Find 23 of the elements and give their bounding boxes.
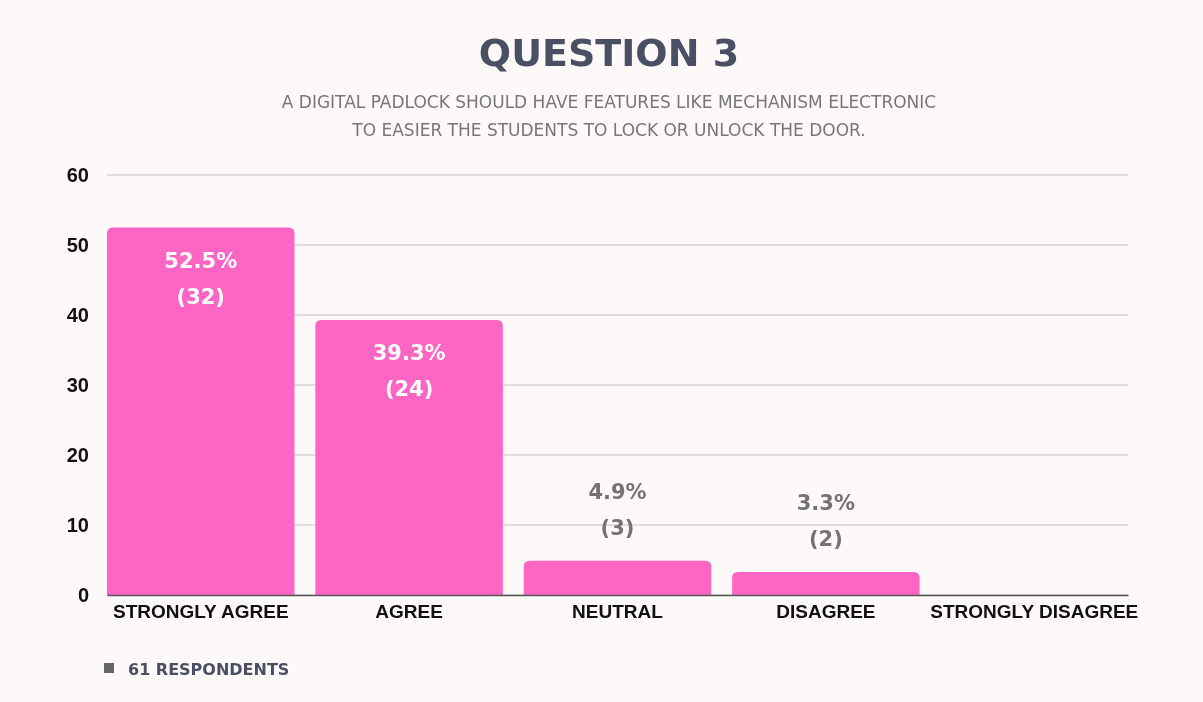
data-label: 52.5% (32) <box>164 248 238 309</box>
chart-subtitle: A DIGITAL PADLOCK SHOULD HAVE FEATURES LIKE MECHANISM ELECTRONIC TO EASIER THE STUDENTS TO LOCK OR UNLOCK THE DOOR. <box>281 92 937 140</box>
data-label: 3.3% (2) <box>796 490 855 551</box>
y-tick-label: 60 <box>66 163 89 186</box>
y-tick-label: 20 <box>66 443 89 466</box>
x-tick-label: STRONGLY AGREE <box>112 601 289 623</box>
data-label: 39.3% (24) <box>372 340 446 401</box>
bar <box>315 319 503 595</box>
x-tick-label: DISAGREE <box>776 601 876 623</box>
y-tick-label: 30 <box>66 373 89 396</box>
y-tick-label: 40 <box>66 303 89 326</box>
chart-title: QUESTION 3 <box>478 31 740 75</box>
bar <box>523 560 712 595</box>
y-tick-label: 50 <box>66 233 89 256</box>
text: 61 RESPONDENTS <box>128 660 290 679</box>
x-tick-label: NEUTRAL <box>572 601 664 623</box>
x-tick-label: STRONGLY DISAGREE <box>930 601 1139 623</box>
bar <box>732 571 920 595</box>
y-tick-label: 10 <box>66 513 89 536</box>
x-tick-label: AGREE <box>375 601 443 623</box>
data-label: 4.9% (3) <box>588 479 647 540</box>
y-tick-label: 0 <box>77 583 89 606</box>
bar <box>107 227 295 595</box>
